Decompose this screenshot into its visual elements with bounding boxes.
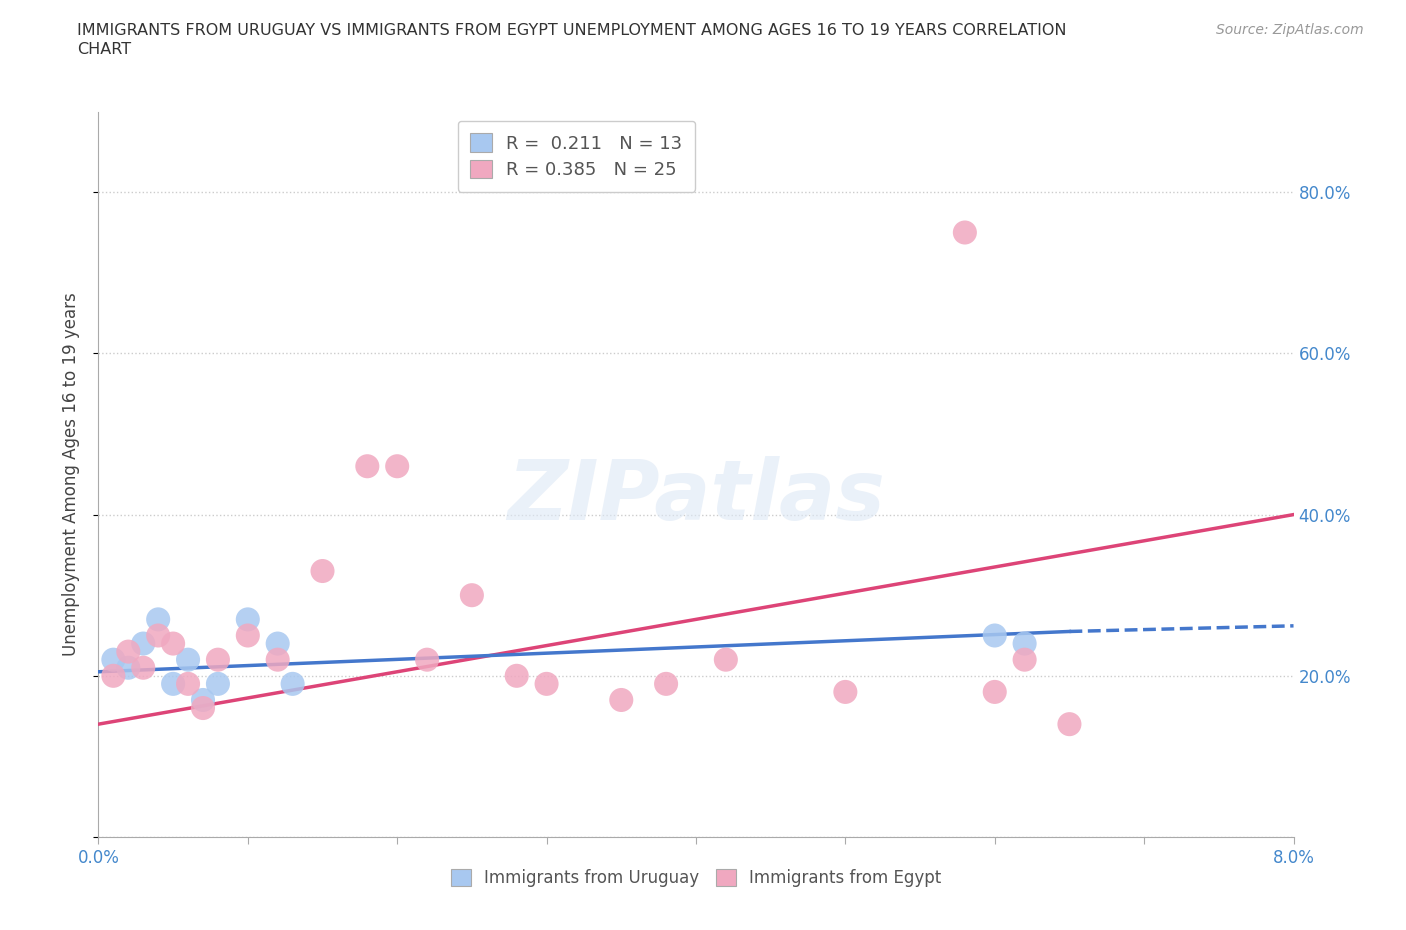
Point: [103, 652, 125, 667]
Point: [1014, 652, 1036, 667]
Point: [834, 684, 856, 699]
Point: [117, 660, 139, 675]
Point: [177, 676, 200, 691]
Point: [1059, 717, 1081, 732]
Point: [281, 676, 304, 691]
Point: [1014, 636, 1036, 651]
Point: [162, 676, 184, 691]
Point: [267, 652, 290, 667]
Point: [117, 644, 139, 659]
Point: [148, 612, 170, 627]
Point: [984, 628, 1007, 643]
Point: [207, 676, 229, 691]
Point: [236, 628, 259, 643]
Legend: Immigrants from Uruguay, Immigrants from Egypt: Immigrants from Uruguay, Immigrants from…: [444, 862, 948, 894]
Y-axis label: Unemployment Among Ages 16 to 19 years: Unemployment Among Ages 16 to 19 years: [62, 292, 80, 657]
Point: [385, 458, 409, 473]
Point: [416, 652, 439, 667]
Point: [655, 676, 678, 691]
Point: [311, 564, 333, 578]
Point: [177, 652, 200, 667]
Text: IMMIGRANTS FROM URUGUAY VS IMMIGRANTS FROM EGYPT UNEMPLOYMENT AMONG AGES 16 TO 1: IMMIGRANTS FROM URUGUAY VS IMMIGRANTS FR…: [77, 23, 1067, 38]
Point: [162, 636, 184, 651]
Point: [984, 684, 1007, 699]
Point: [953, 225, 976, 240]
Point: [191, 693, 214, 708]
Point: [461, 588, 484, 603]
Point: [191, 700, 214, 715]
Point: [103, 669, 125, 684]
Text: CHART: CHART: [77, 42, 131, 57]
Point: [236, 612, 259, 627]
Point: [714, 652, 737, 667]
Point: [536, 676, 558, 691]
Point: [132, 636, 155, 651]
Point: [610, 693, 633, 708]
Point: [132, 660, 155, 675]
Point: [207, 652, 229, 667]
Point: [356, 458, 378, 473]
Point: [148, 628, 170, 643]
Point: [267, 636, 290, 651]
Text: ZIPatlas: ZIPatlas: [508, 456, 884, 537]
Point: [506, 669, 529, 684]
Text: Source: ZipAtlas.com: Source: ZipAtlas.com: [1216, 23, 1364, 37]
